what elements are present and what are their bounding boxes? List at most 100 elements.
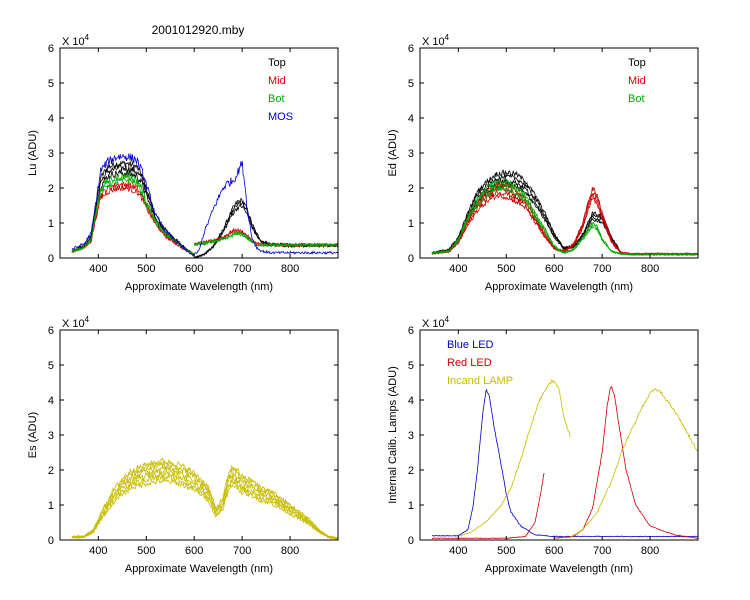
- plot-frame-es: [59, 329, 339, 541]
- y-tick-label-lu-5: 5: [48, 78, 54, 90]
- figure-title: 2001012920.mby: [152, 23, 245, 37]
- legend-entry-ed-2: Bot: [628, 93, 645, 105]
- y-multiplier-es: X 104: [62, 315, 90, 330]
- chart-panel-es: 400 500 600 700 800 0 1 2 3 4 5 6 X 104 Approximate W…: [27, 315, 339, 575]
- series-line-es-0-1-0: [71, 462, 338, 540]
- x-tick-label-es-4: 800: [281, 545, 299, 557]
- series-line-ed-2-2-0: [431, 185, 698, 256]
- y-tick-label-ed-2: 2: [408, 183, 414, 195]
- series-line-es-0-4-0: [71, 473, 338, 540]
- y-tick-label-calib-2: 2: [408, 465, 414, 477]
- series-line-calib-2-0-1: [568, 387, 698, 539]
- legend-entry-lu-3: MOS: [268, 111, 293, 123]
- y-tick-label-es-1: 1: [48, 500, 54, 512]
- x-tick-label-es-3: 700: [233, 545, 251, 557]
- y-multiplier-ed: X 104: [422, 33, 450, 48]
- series-line-lu-1-1-0: [71, 184, 195, 256]
- y-tick-label-calib-1: 1: [408, 500, 414, 512]
- legend-entry-lu-0: Top: [268, 57, 286, 69]
- x-tick-label-es-2: 600: [185, 545, 203, 557]
- y-axis-label-lu: Lu (ADU): [27, 130, 39, 176]
- x-tick-label-lu-3: 700: [233, 263, 251, 275]
- y-tick-label-ed-1: 1: [408, 218, 414, 230]
- y-tick-label-calib-3: 3: [408, 430, 414, 442]
- plot-frame-ed: [419, 47, 699, 259]
- series-line-lu-2-1-1: [194, 231, 338, 248]
- x-tick-label-lu-2: 600: [185, 263, 203, 275]
- y-tick-label-calib-0: 0: [408, 535, 414, 547]
- series-line-ed-1-1-0: [431, 185, 698, 256]
- plot-area-es: [71, 457, 338, 540]
- plot-area-lu: [71, 153, 338, 258]
- x-tick-label-lu-0: 400: [89, 263, 107, 275]
- y-tick-label-ed-3: 3: [408, 148, 414, 160]
- y-tick-label-ed-4: 4: [408, 113, 414, 125]
- y-tick-label-lu-4: 4: [48, 113, 54, 125]
- series-line-lu-0-0-1: [194, 197, 338, 258]
- series-line-calib-2-0-0: [458, 379, 571, 537]
- x-tick-label-ed-2: 600: [545, 263, 563, 275]
- series-line-es-0-5-0: [71, 477, 338, 540]
- legend-entry-ed-1: Mid: [628, 75, 646, 87]
- y-tick-label-lu-3: 3: [48, 148, 54, 160]
- y-tick-label-es-4: 4: [48, 395, 54, 407]
- y-tick-label-lu-0: 0: [48, 253, 54, 265]
- x-tick-label-ed-0: 400: [449, 263, 467, 275]
- y-multiplier-calib: X 104: [422, 315, 450, 330]
- x-axis-label-calib: Approximate Wavelength (nm): [485, 563, 633, 575]
- y-axis-label-ed: Ed (ADU): [387, 129, 399, 176]
- y-tick-label-calib-4: 4: [408, 395, 414, 407]
- y-tick-label-ed-6: 6: [408, 43, 414, 55]
- plot-area-ed: [431, 169, 698, 257]
- chart-panel-lu: 400 500 600 700 800 0 1 2 3 4 5 6 X 104 Approximate W…: [27, 33, 339, 293]
- x-tick-label-es-1: 500: [137, 545, 155, 557]
- x-tick-label-ed-3: 700: [593, 263, 611, 275]
- chart-panel-ed: 400 500 600 700 800 0 1 2 3 4 5 6 X 104 Approximate W…: [387, 33, 699, 293]
- y-tick-label-calib-5: 5: [408, 360, 414, 372]
- x-tick-label-calib-2: 600: [545, 545, 563, 557]
- y-tick-label-es-3: 3: [48, 430, 54, 442]
- plot-area-calib: [431, 379, 698, 540]
- legend-entry-ed-0: Top: [628, 57, 646, 69]
- y-tick-label-ed-0: 0: [408, 253, 414, 265]
- series-line-lu-0-2-1: [194, 204, 338, 258]
- legend-entry-calib-2: Incand LAMP: [447, 375, 513, 387]
- legend-entry-lu-1: Mid: [268, 75, 286, 87]
- chart-panel-calib: 400 500 600 700 800 0 1 2 3 4 5 6 X 104 Approximate W…: [387, 315, 699, 575]
- series-line-calib-1-0-1: [554, 385, 698, 539]
- y-tick-label-es-2: 2: [48, 465, 54, 477]
- y-tick-label-es-6: 6: [48, 325, 54, 337]
- plot-frame-lu: [59, 47, 339, 259]
- x-axis-label-ed: Approximate Wavelength (nm): [485, 281, 633, 293]
- legend-entry-calib-1: Red LED: [447, 357, 492, 369]
- series-line-ed-1-3-0: [431, 193, 698, 257]
- x-tick-label-calib-0: 400: [449, 545, 467, 557]
- y-tick-label-ed-5: 5: [408, 78, 414, 90]
- y-tick-label-lu-6: 6: [48, 43, 54, 55]
- series-line-lu-3-0-1: [193, 161, 338, 256]
- legend-entry-lu-2: Bot: [268, 93, 285, 105]
- y-tick-label-es-5: 5: [48, 360, 54, 372]
- series-line-calib-0-0-0: [431, 388, 698, 538]
- x-tick-label-ed-4: 800: [641, 263, 659, 275]
- x-tick-label-lu-1: 500: [137, 263, 155, 275]
- series-line-es-0-2-0: [71, 465, 338, 540]
- y-axis-label-es: Es (ADU): [27, 412, 39, 458]
- series-line-lu-0-1-1: [193, 201, 338, 258]
- x-axis-label-es: Approximate Wavelength (nm): [125, 563, 273, 575]
- y-tick-label-lu-1: 1: [48, 218, 54, 230]
- x-tick-label-calib-1: 500: [497, 545, 515, 557]
- series-line-calib-1-0-0: [431, 472, 545, 540]
- x-tick-label-calib-4: 800: [641, 545, 659, 557]
- y-tick-label-calib-6: 6: [408, 325, 414, 337]
- series-line-lu-3-0-0: [71, 153, 195, 257]
- y-tick-label-lu-2: 2: [48, 183, 54, 195]
- legend-entry-calib-0: Blue LED: [447, 339, 494, 351]
- x-tick-label-calib-3: 700: [593, 545, 611, 557]
- y-multiplier-lu: X 104: [62, 33, 90, 48]
- y-axis-label-calib: Internal Calib. Lamps (ADU): [387, 366, 399, 504]
- series-line-ed-1-2-0: [431, 189, 698, 256]
- x-tick-label-es-0: 400: [89, 545, 107, 557]
